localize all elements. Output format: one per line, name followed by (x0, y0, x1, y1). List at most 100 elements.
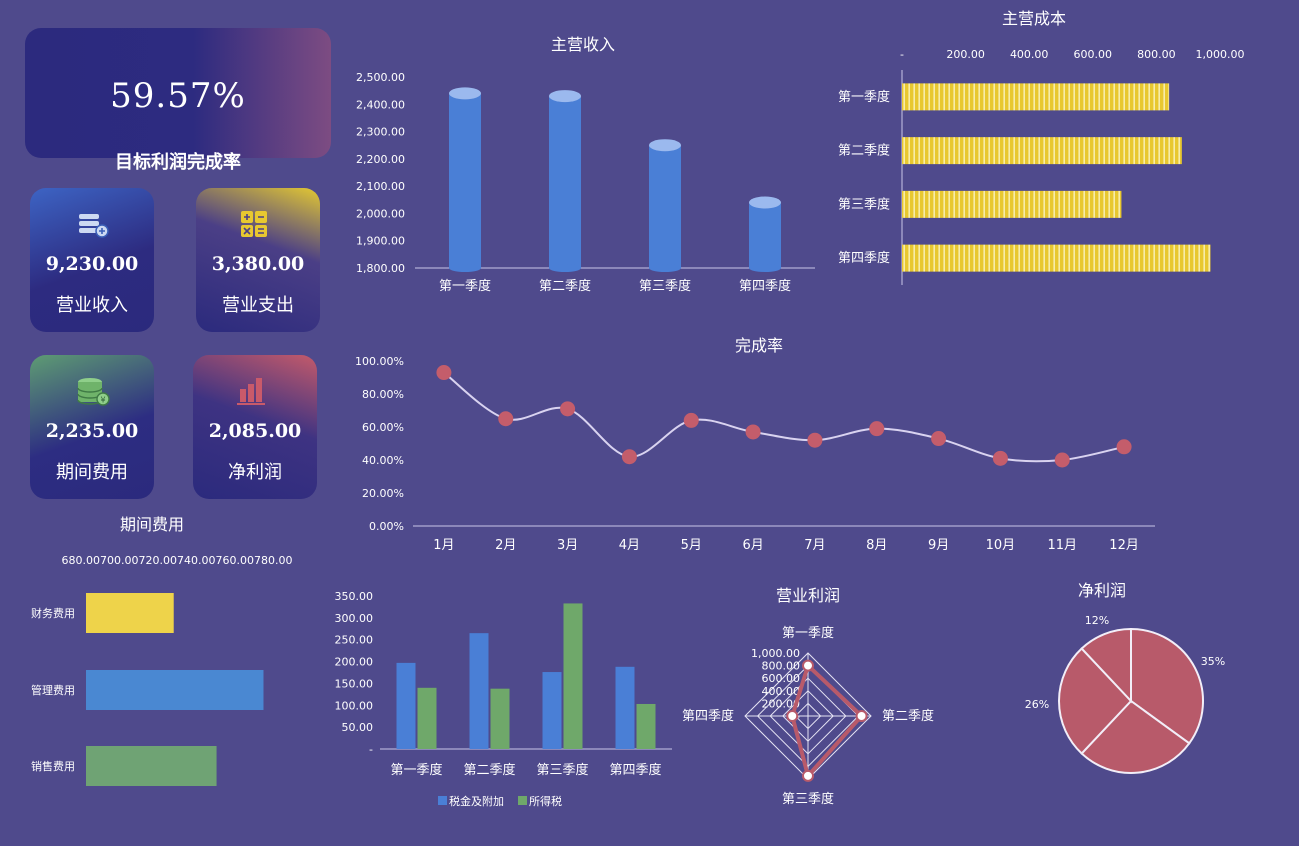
main-cost-title: 主营成本 (1002, 9, 1066, 28)
r-tick-label: 1,000.00 (751, 647, 800, 660)
x-tick-label: 400.00 (1010, 48, 1049, 61)
x-tick-label: 9月 (928, 538, 949, 553)
radar-axis-label: 第一季度 (782, 625, 834, 641)
y-tick-label: 100.00% (355, 355, 404, 368)
y-tick-label: 40.00% (362, 454, 404, 467)
data-point (560, 401, 576, 417)
y-tick-label: 200.00 (335, 656, 374, 669)
x-tick-label: 第一季度 (390, 762, 442, 778)
x-tick-label: 10月 (986, 538, 1016, 553)
calculator-icon (196, 208, 320, 240)
bar (563, 603, 583, 749)
target-profit-kpi: 59.57% 目标利润完成率 (25, 28, 331, 173)
net-profit-title: 净利润 (1078, 581, 1126, 600)
y-tick-label: 销售费用 (31, 759, 75, 773)
bar (902, 244, 1211, 272)
y-tick-label: 50.00 (342, 721, 374, 734)
x-tick-label: - (900, 48, 904, 61)
y-tick-label: 管理费用 (31, 683, 75, 697)
data-point (802, 769, 814, 782)
pie-slice (1058, 647, 1133, 755)
y-tick-label: 1,800.00 (356, 262, 405, 275)
main-revenue-title: 主营收入 (551, 35, 615, 54)
y-tick-label: 0.00% (369, 520, 404, 533)
pie-label: 35% (1201, 655, 1225, 668)
x-tick-label: 6月 (742, 538, 763, 553)
legend-label: 税金及附加 (449, 794, 504, 808)
x-tick-label: 600.00 (1074, 48, 1113, 61)
data-point (436, 365, 452, 381)
y-tick-label: 60.00% (362, 421, 404, 434)
y-tick-label: 2,300.00 (356, 126, 405, 139)
legend-label: 所得税 (529, 794, 562, 808)
x-tick-label: 第三季度 (639, 278, 691, 294)
y-tick-label: 第二季度 (838, 143, 890, 159)
x-tick-label: 200.00 (946, 48, 985, 61)
y-tick-label: 150.00 (335, 677, 374, 690)
expense-label: 营业支出 (222, 295, 294, 316)
x-tick-label: 4月 (619, 538, 640, 553)
completion-rate-title: 完成率 (735, 336, 783, 355)
x-tick-label: 2月 (495, 538, 516, 553)
net-profit-value: 2,085.00 (208, 420, 302, 442)
bar (749, 196, 781, 272)
coin-stack-yen-icon: ¥ (30, 375, 154, 407)
data-point (1054, 452, 1070, 468)
data-point (802, 659, 814, 672)
x-tick-label: 1月 (433, 538, 454, 553)
period-expense-title: 期间费用 (120, 515, 184, 534)
bar (902, 137, 1182, 165)
data-point (807, 432, 823, 448)
bar (86, 670, 264, 710)
data-point (786, 710, 799, 722)
coins-plus-icon (30, 208, 154, 240)
radar-axis-label: 第三季度 (782, 791, 834, 807)
y-tick-label: 第四季度 (838, 250, 890, 266)
x-tick-label: 7月 (804, 538, 825, 553)
y-tick-label: 2,200.00 (356, 153, 405, 166)
bar (396, 662, 416, 749)
y-tick-label: 2,400.00 (356, 98, 405, 111)
legend-swatch (518, 796, 527, 805)
y-tick-label: 100.00 (335, 699, 374, 712)
bar (417, 687, 437, 749)
expense-value: 3,380.00 (211, 253, 305, 275)
x-tick-label: 8月 (866, 538, 887, 553)
period-expense-card: ¥ 2,235.00 期间费用 (30, 355, 154, 499)
bar (902, 83, 1170, 111)
revenue-card: 9,230.00 营业收入 (30, 188, 154, 332)
y-tick-label: 2,500.00 (356, 71, 405, 84)
y-tick-label: 20.00% (362, 487, 404, 500)
radar-axis-label: 第二季度 (882, 708, 934, 724)
y-tick-label: 1,900.00 (356, 235, 405, 248)
bar (469, 633, 489, 749)
bar (490, 688, 510, 749)
x-tick-label: 1,000.00 (1196, 48, 1245, 61)
legend-swatch (438, 796, 447, 805)
y-tick-label: 2,000.00 (356, 207, 405, 220)
net-profit-label: 净利润 (228, 462, 282, 483)
x-tick-label: 5月 (681, 538, 702, 553)
x-tick-label: 第四季度 (739, 278, 791, 294)
data-point (855, 710, 868, 722)
data-point (745, 424, 761, 440)
data-point (931, 431, 947, 447)
y-tick-label: 2,100.00 (356, 180, 405, 193)
x-tick-label: 第三季度 (536, 762, 588, 778)
svg-text:¥: ¥ (100, 396, 105, 405)
x-tick-labels: 680.00700.00720.00740.00760.00780.00 (62, 554, 293, 567)
data-point (621, 449, 637, 465)
radar-axis-label: 第四季度 (682, 708, 734, 724)
bar (615, 666, 635, 749)
revenue-value: 9,230.00 (45, 253, 139, 275)
revenue-label: 营业收入 (56, 295, 128, 316)
r-tick-label: 200.00 (762, 697, 801, 710)
period-expense-value: 2,235.00 (45, 420, 139, 442)
